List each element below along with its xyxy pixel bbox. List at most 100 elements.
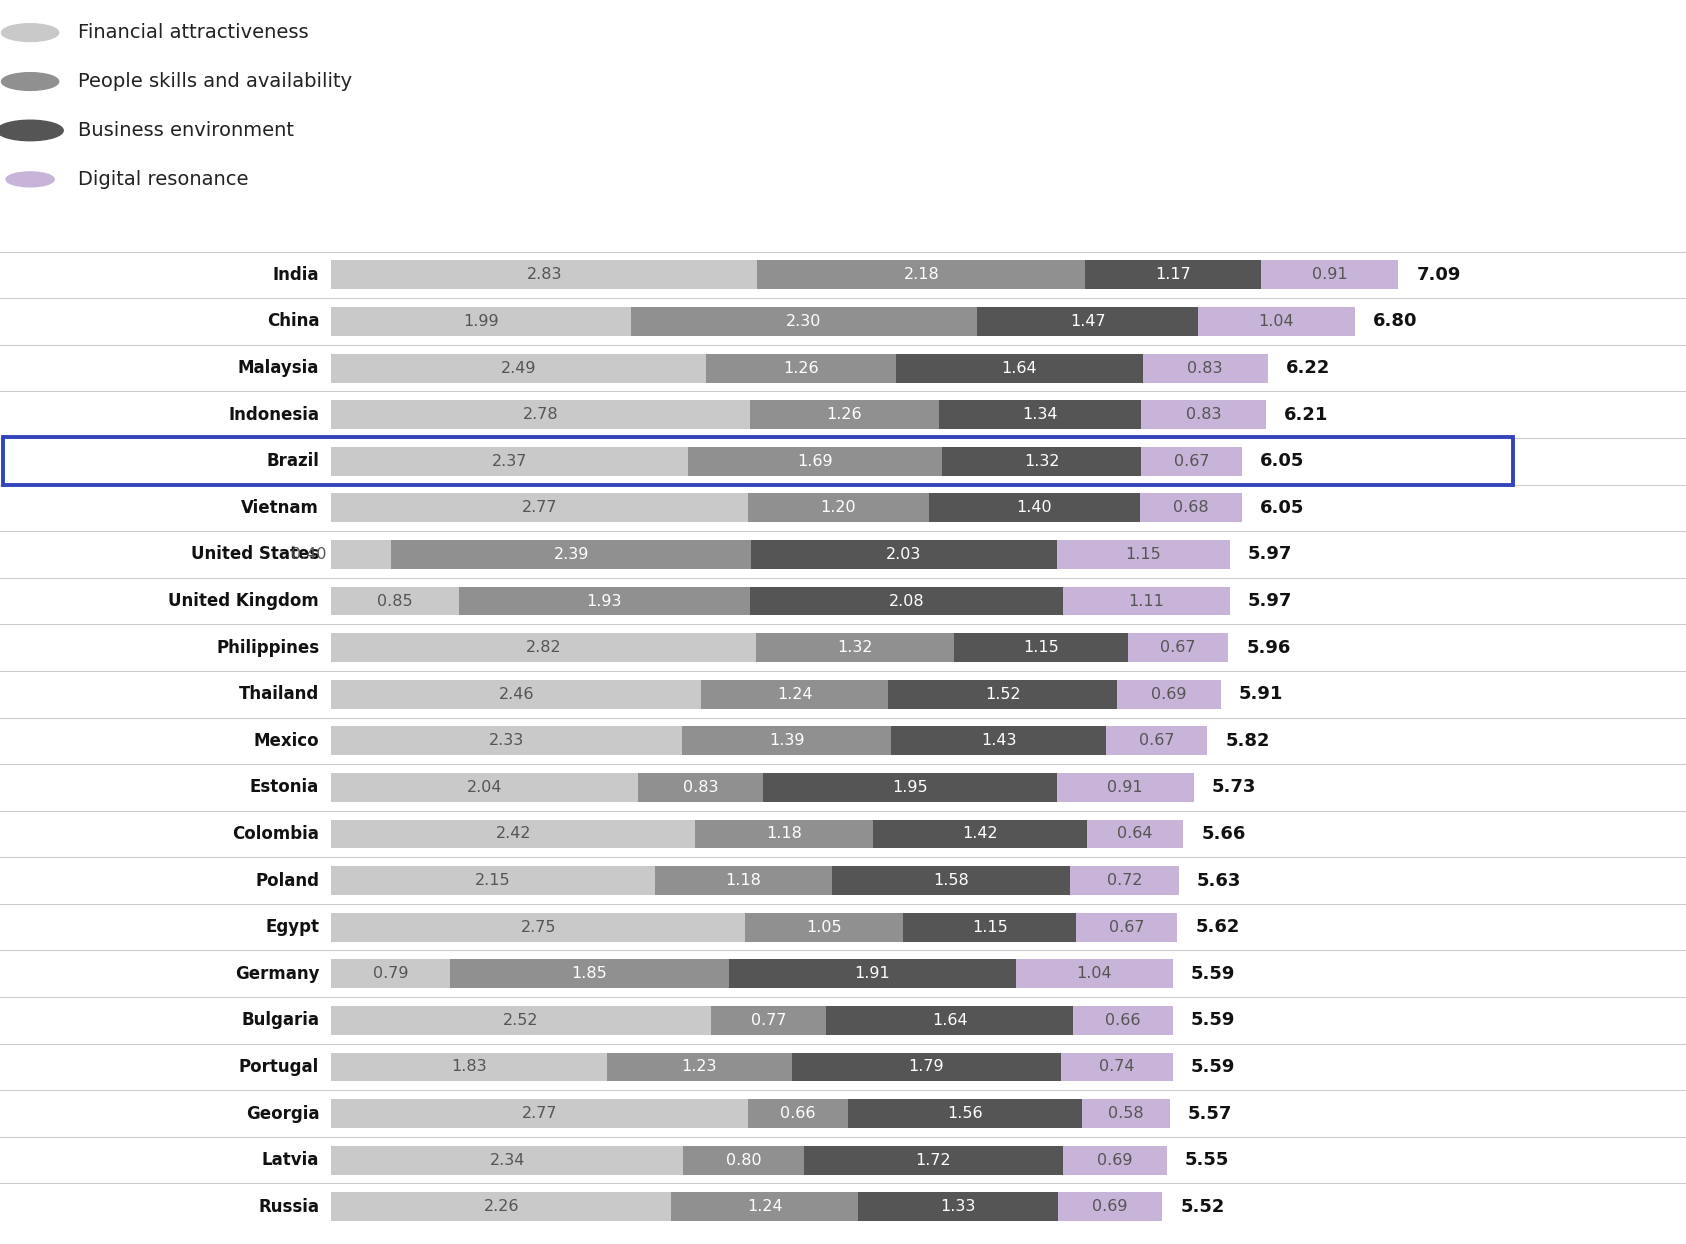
Text: 2.30: 2.30 bbox=[786, 313, 821, 328]
Bar bbox=[330, 633, 755, 662]
Bar bbox=[1060, 1052, 1173, 1081]
Text: 2.39: 2.39 bbox=[553, 547, 588, 562]
Bar bbox=[1057, 773, 1194, 802]
Bar bbox=[450, 959, 728, 988]
Text: 0.85: 0.85 bbox=[378, 593, 413, 608]
Bar bbox=[1261, 260, 1398, 290]
Text: 0.67: 0.67 bbox=[1173, 454, 1209, 469]
Bar bbox=[1082, 1100, 1170, 1128]
Bar bbox=[1116, 679, 1221, 709]
Bar bbox=[1071, 866, 1179, 894]
Bar bbox=[1057, 540, 1229, 569]
Text: 2.82: 2.82 bbox=[526, 641, 561, 656]
Text: 1.04: 1.04 bbox=[1077, 967, 1113, 982]
Bar bbox=[745, 913, 904, 942]
Bar bbox=[904, 913, 1076, 942]
Text: 1.40: 1.40 bbox=[1017, 500, 1052, 515]
Text: 0.66: 0.66 bbox=[1106, 1013, 1141, 1028]
Text: 5.96: 5.96 bbox=[1246, 638, 1291, 657]
Bar bbox=[459, 587, 750, 616]
Bar bbox=[848, 1100, 1082, 1128]
Text: 5.55: 5.55 bbox=[1185, 1151, 1229, 1169]
Text: Colombia: Colombia bbox=[233, 825, 319, 843]
Text: 5.62: 5.62 bbox=[1195, 918, 1239, 937]
Text: 0.69: 0.69 bbox=[1152, 687, 1187, 702]
Bar bbox=[728, 959, 1017, 988]
Text: 1.43: 1.43 bbox=[981, 733, 1017, 749]
Text: 1.32: 1.32 bbox=[838, 641, 873, 656]
Text: 1.04: 1.04 bbox=[1259, 313, 1295, 328]
Text: 2.03: 2.03 bbox=[887, 547, 922, 562]
Text: Georgia: Georgia bbox=[246, 1105, 319, 1122]
Bar bbox=[752, 540, 1057, 569]
Bar bbox=[639, 773, 764, 802]
Bar bbox=[1062, 587, 1229, 616]
Bar bbox=[1086, 260, 1261, 290]
Text: 5.59: 5.59 bbox=[1190, 965, 1236, 983]
Text: 0.80: 0.80 bbox=[727, 1153, 762, 1168]
Bar bbox=[858, 1192, 1059, 1222]
Bar bbox=[706, 353, 895, 382]
Text: 5.57: 5.57 bbox=[1187, 1105, 1232, 1122]
Text: Brazil: Brazil bbox=[266, 453, 319, 470]
Bar bbox=[792, 1052, 1060, 1081]
Text: Portugal: Portugal bbox=[239, 1057, 319, 1076]
Circle shape bbox=[2, 24, 59, 41]
Text: 0.68: 0.68 bbox=[1173, 500, 1209, 515]
Bar bbox=[330, 260, 757, 290]
Text: Mexico: Mexico bbox=[253, 731, 319, 750]
Bar bbox=[701, 679, 889, 709]
Text: 0.67: 0.67 bbox=[1160, 641, 1195, 656]
Text: Malaysia: Malaysia bbox=[238, 360, 319, 377]
Text: Thailand: Thailand bbox=[239, 685, 319, 703]
Text: 1.56: 1.56 bbox=[948, 1106, 983, 1121]
Bar bbox=[631, 307, 976, 336]
Bar bbox=[330, 1192, 671, 1222]
Bar bbox=[688, 447, 942, 475]
Bar bbox=[330, 866, 654, 894]
Text: 1.33: 1.33 bbox=[941, 1199, 976, 1214]
Bar bbox=[764, 773, 1057, 802]
Text: Vietnam: Vietnam bbox=[241, 499, 319, 516]
Text: India: India bbox=[273, 266, 319, 284]
Text: 0.77: 0.77 bbox=[750, 1013, 786, 1028]
Text: 1.23: 1.23 bbox=[681, 1060, 717, 1075]
Text: 2.49: 2.49 bbox=[501, 361, 536, 376]
Text: 1.47: 1.47 bbox=[1071, 313, 1106, 328]
Bar bbox=[330, 494, 749, 522]
Text: 1.24: 1.24 bbox=[747, 1199, 782, 1214]
Text: 2.18: 2.18 bbox=[904, 267, 939, 282]
Text: 2.26: 2.26 bbox=[484, 1199, 519, 1214]
Text: 2.37: 2.37 bbox=[492, 454, 528, 469]
Text: 1.58: 1.58 bbox=[934, 873, 969, 888]
Bar bbox=[749, 494, 929, 522]
Text: 0.40: 0.40 bbox=[292, 547, 327, 562]
Text: United States: United States bbox=[191, 545, 319, 564]
Bar bbox=[942, 447, 1141, 475]
Text: 2.33: 2.33 bbox=[489, 733, 524, 749]
Bar bbox=[1062, 1146, 1167, 1174]
Text: 2.34: 2.34 bbox=[489, 1153, 524, 1168]
Bar bbox=[1017, 959, 1173, 988]
Bar bbox=[330, 307, 631, 336]
Text: 5.63: 5.63 bbox=[1197, 872, 1241, 889]
Bar bbox=[1087, 820, 1184, 848]
Bar bbox=[873, 820, 1087, 848]
Text: 0.72: 0.72 bbox=[1106, 873, 1141, 888]
Circle shape bbox=[0, 121, 64, 141]
Bar bbox=[1106, 726, 1207, 755]
Text: Poland: Poland bbox=[255, 872, 319, 889]
Text: 5.59: 5.59 bbox=[1190, 1057, 1236, 1076]
Bar bbox=[330, 820, 695, 848]
Bar bbox=[1074, 1006, 1173, 1035]
Bar bbox=[330, 679, 701, 709]
Text: 2.42: 2.42 bbox=[496, 826, 531, 841]
Text: 5.52: 5.52 bbox=[1180, 1198, 1224, 1215]
Text: 5.59: 5.59 bbox=[1190, 1011, 1236, 1029]
Text: 0.91: 0.91 bbox=[1312, 267, 1347, 282]
Bar bbox=[710, 1006, 826, 1035]
Bar bbox=[695, 820, 873, 848]
Bar bbox=[954, 633, 1128, 662]
Bar bbox=[330, 726, 681, 755]
Bar bbox=[929, 494, 1140, 522]
